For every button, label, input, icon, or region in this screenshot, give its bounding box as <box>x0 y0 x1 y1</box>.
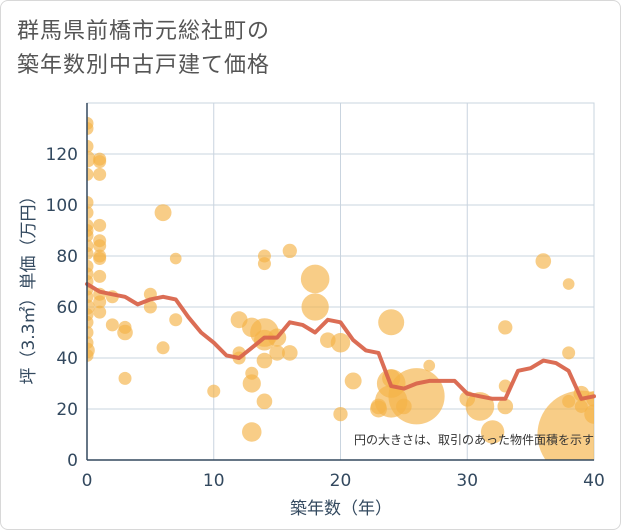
y-tick-label: 120 <box>46 145 78 165</box>
bubble-point <box>282 345 298 361</box>
bubble-point <box>118 371 132 385</box>
bubble-point <box>330 332 351 353</box>
y-axis-label: 坪（3.3㎡）単価（万円） <box>19 187 39 384</box>
bubble-point <box>156 341 170 355</box>
x-tick-label: 10 <box>203 471 225 491</box>
bubble-point <box>169 313 183 327</box>
x-axis-label: 築年数（年） <box>290 499 392 519</box>
bubble-point <box>497 398 514 415</box>
axes: 0 10 20 30 40 0 20 40 60 80 100 120 <box>46 103 605 491</box>
bubble-series <box>87 116 594 460</box>
bubble-point <box>93 295 107 309</box>
bubble-point <box>535 253 552 269</box>
y-tick-label: 60 <box>56 298 78 318</box>
x-tick-label: 40 <box>583 471 605 491</box>
bubble-point <box>256 352 273 369</box>
bubble-point <box>537 390 594 460</box>
bubble-point <box>93 218 107 232</box>
bubble-point <box>93 155 107 169</box>
grid-lines <box>86 102 595 461</box>
chart-title-line1: 群馬県前橋市元総社町の <box>17 19 271 44</box>
bubble-point <box>388 368 445 425</box>
bubble-point <box>498 320 513 335</box>
bubble-point <box>423 359 436 372</box>
y-tick-label: 40 <box>56 349 78 369</box>
trend-line <box>85 282 596 401</box>
bubble-point <box>87 139 94 153</box>
bubble-point <box>93 239 107 253</box>
bubble-point <box>242 374 261 393</box>
x-tick-label: 20 <box>330 471 352 491</box>
bubble-point <box>256 393 273 410</box>
bubble-point <box>93 305 107 319</box>
bubble-point <box>87 150 96 168</box>
bubble-point <box>87 229 94 243</box>
bubble-point <box>169 252 182 265</box>
bubble-point <box>344 372 362 390</box>
chart-title: 群馬県前橋市元総社町の 築年数別中古戸建て価格 <box>17 15 270 83</box>
bubble-size-note: 円の大きさは、取引のあった物件面積を示す <box>354 432 594 447</box>
bubble-point <box>87 195 94 209</box>
chart-title-line2: 築年数別中古戸建て価格 <box>17 53 271 78</box>
bubble-point <box>282 243 297 259</box>
x-tick-label: 30 <box>456 471 478 491</box>
bubble-point <box>300 264 330 294</box>
bubble-point <box>480 420 505 444</box>
bubble-point <box>117 324 133 341</box>
bubble-point <box>87 206 94 220</box>
bubble-point <box>154 204 172 222</box>
bubble-point <box>87 122 94 135</box>
bubble-point <box>87 348 94 362</box>
y-tick-label: 0 <box>67 451 78 471</box>
bubble-point <box>333 406 348 422</box>
bubble-point <box>93 252 107 266</box>
bubble-point <box>87 315 94 329</box>
bubble-point <box>562 278 575 290</box>
bubble-point <box>562 346 576 360</box>
bubble-point <box>105 318 119 332</box>
bubble-point <box>143 300 157 314</box>
bubble-point <box>301 293 329 321</box>
bubble-point <box>257 257 271 271</box>
x-tick-label: 0 <box>82 471 93 491</box>
y-tick-label: 20 <box>56 400 78 420</box>
bubble-point <box>93 269 107 283</box>
bubble-point <box>93 167 107 181</box>
bubble-point <box>242 422 262 442</box>
bubble-point <box>378 309 405 336</box>
y-tick-label: 80 <box>56 247 78 267</box>
bubble-point <box>87 326 94 339</box>
trend-series <box>85 282 596 401</box>
bubble-point <box>207 384 221 398</box>
bubble-point <box>269 345 285 361</box>
bubble-point <box>87 246 94 260</box>
y-tick-label: 100 <box>46 196 78 216</box>
bubble-point <box>87 167 94 181</box>
